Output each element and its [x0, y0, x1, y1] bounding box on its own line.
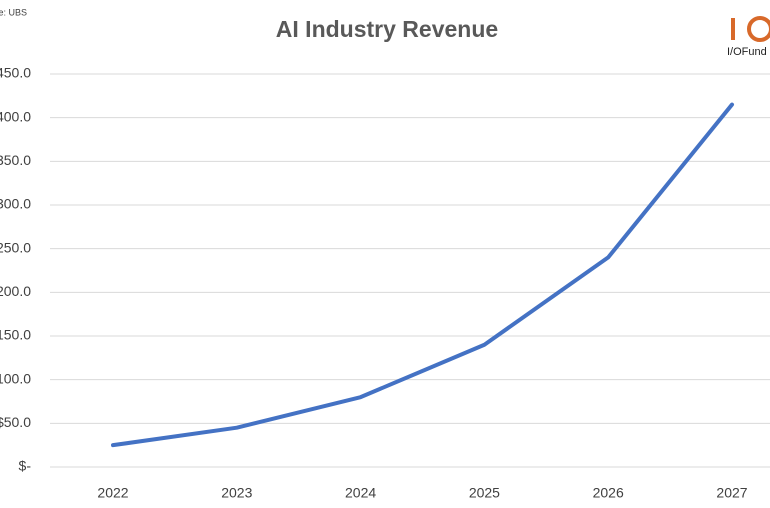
logo: I/OFund — [727, 16, 770, 58]
y-tick-label: $300.0 — [0, 196, 31, 212]
y-tick-label: $50.0 — [0, 414, 31, 430]
x-tick-label: 2023 — [221, 485, 252, 501]
y-tick-label: $100.0 — [0, 370, 31, 386]
x-tick-label: 2026 — [593, 485, 624, 501]
x-tick-label: 2025 — [469, 485, 500, 501]
y-tick-label: $250.0 — [0, 239, 31, 255]
y-tick-label: $450.0 — [0, 65, 31, 81]
logo-text: I/OFund — [727, 46, 767, 58]
y-tick-label: $- — [19, 458, 32, 474]
x-tick-label: 2022 — [97, 485, 128, 501]
y-tick-label: $200.0 — [0, 283, 31, 299]
line — [111, 102, 734, 448]
y-tick-label: $150.0 — [0, 327, 31, 343]
x-tick-label: 2024 — [345, 485, 376, 501]
x-tick-label: 2027 — [716, 485, 747, 501]
chart-title: AI Industry Revenue — [276, 16, 498, 42]
logo-o — [747, 16, 770, 42]
source: Source: UBS — [0, 7, 27, 17]
y-tick-label: $350.0 — [0, 152, 31, 168]
y-tick-label: $400.0 — [0, 108, 31, 124]
